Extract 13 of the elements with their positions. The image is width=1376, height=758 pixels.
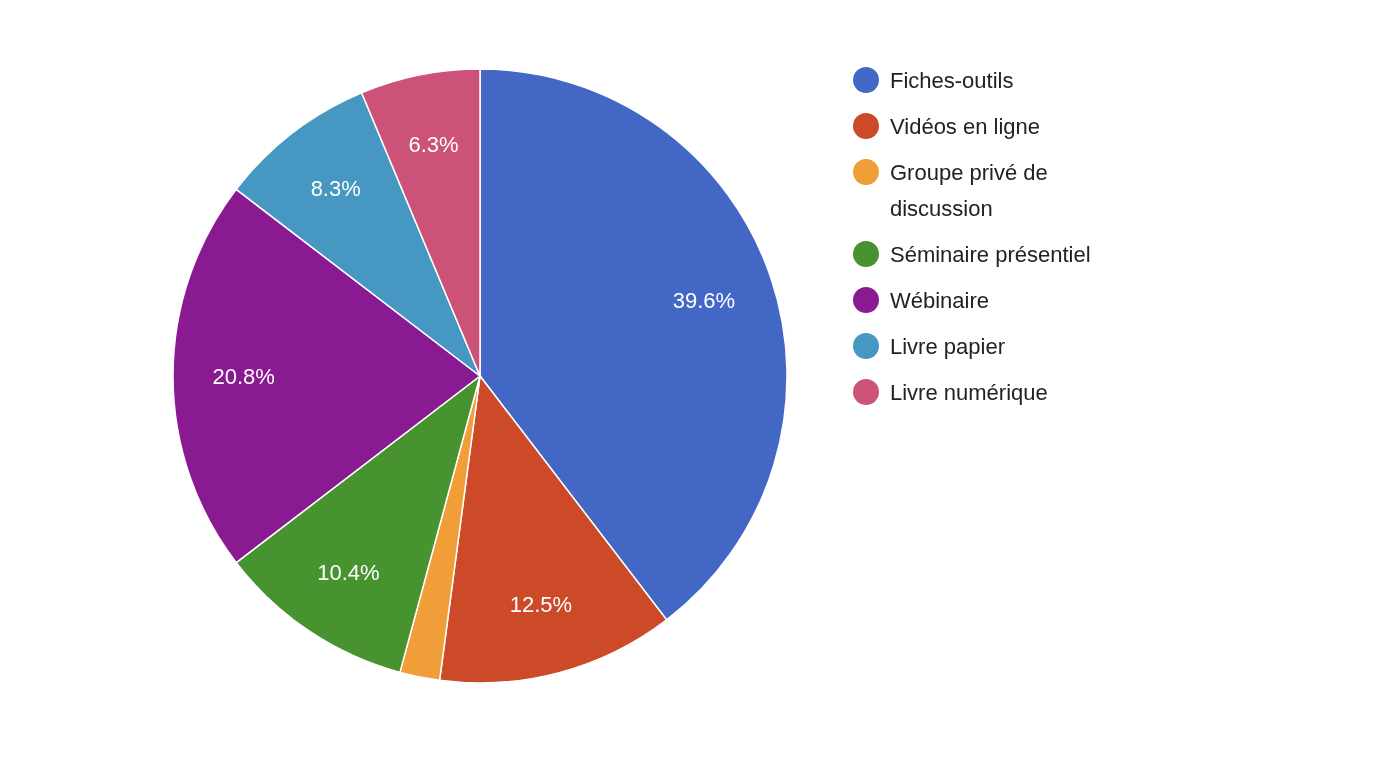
legend-label: Séminaire présentiel [890,241,1091,267]
legend-label: Livre numérique [890,379,1048,405]
legend-label: Vidéos en ligne [890,113,1041,139]
data-label: 10.4% [317,559,380,585]
legend-label: Wébinaire [890,287,990,313]
legend-label: Groupe privé de discussion [890,159,1048,221]
data-label: 12.5% [509,591,573,617]
data-label: 20.8% [212,363,275,389]
data-label: 8.3% [310,176,361,202]
data-label: 39.6% [672,287,736,313]
data-label: 6.3% [408,131,459,157]
legend-label: Livre papier [890,333,1005,359]
legend-label: Fiches-outils [890,67,1014,93]
